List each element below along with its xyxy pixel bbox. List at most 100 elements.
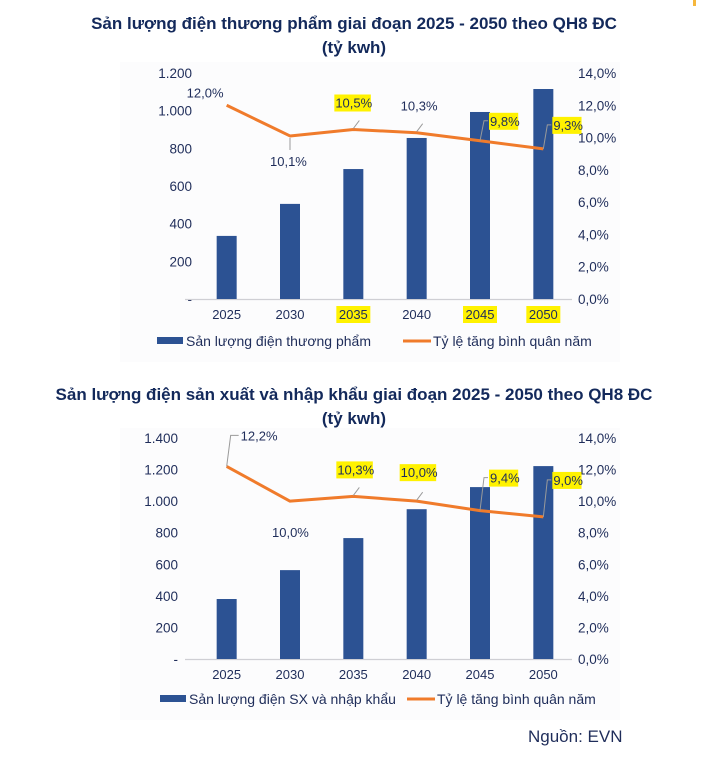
data-label: 10,3% [337, 462, 374, 477]
y-left-tick-label: 1.000 [144, 494, 178, 509]
y-left-tick-label: 600 [155, 557, 178, 572]
x-tick-label: 2045 [466, 307, 495, 322]
data-label-highlight [552, 471, 582, 489]
y-left-tick-label: 600 [169, 179, 192, 194]
y-right-tick-label: 14,0% [578, 431, 616, 446]
data-label: 12,2% [241, 428, 278, 443]
y-right-tick-label: 6,0% [578, 557, 609, 572]
y-right-tick-label: 12,0% [578, 463, 616, 478]
x-tick-label: 2025 [212, 667, 241, 682]
x-tick-highlight [336, 306, 371, 323]
data-label-highlight [334, 94, 371, 112]
data-label: 9,0% [553, 473, 583, 488]
x-tick-label: 2035 [339, 667, 368, 682]
bar-2040 [406, 509, 427, 659]
y-right-tick-label: 4,0% [578, 227, 609, 242]
label-leader-line [479, 120, 488, 141]
y-right-tick-label: 2,0% [578, 620, 609, 635]
source-note: Nguồn: EVN [528, 727, 623, 746]
corner-decoration [693, 0, 696, 6]
x-tick-highlight [463, 306, 497, 323]
legend-line-label: Tỷ lệ tăng bình quân năm [437, 691, 596, 707]
data-label-highlight [489, 469, 519, 487]
bar-2035 [343, 169, 364, 299]
y-right-tick-label: 10,0% [578, 131, 616, 146]
label-leader-line [479, 477, 488, 511]
bar-2045 [470, 111, 490, 299]
y-left-tick-label: 1.400 [144, 431, 178, 446]
chart-2-panel: - 200 400 600 800 1.000 1.200 1.400 0,0% 2,0% 4,0%… [120, 428, 620, 720]
bar-2025 [216, 235, 237, 299]
y-left-tick-label: 1.000 [158, 104, 192, 119]
x-tick-label: 2035 [339, 307, 368, 322]
label-leader-line [542, 479, 552, 517]
chart-1-panel: -2004006008001.0001.2000,0%2,0%4,0%6,0%8… [120, 62, 620, 362]
legend-bar-label: Sản lượng điện thương phẩm [186, 333, 371, 349]
data-label: 10,5% [335, 96, 372, 111]
x-tick-label: 2040 [402, 667, 431, 682]
data-label: 10,0% [272, 525, 309, 540]
y-right-tick-label: 12,0% [578, 98, 616, 113]
legend-bar-label: Sản lượng điện SX và nhập khẩu [189, 691, 396, 707]
bar-2050 [533, 89, 554, 299]
y-left-tick-label: 400 [169, 217, 192, 232]
label-leader-line [226, 434, 239, 467]
legend-line-label: Tỷ lệ tăng bình quân năm [433, 333, 592, 349]
chart-2-subtitle: (tỷ kwh) [321, 409, 387, 428]
data-label-highlight [552, 116, 582, 134]
label-leader-line [352, 120, 360, 129]
bar-2040 [406, 137, 427, 299]
x-tick-label: 2030 [276, 307, 305, 322]
bar-2025 [216, 599, 237, 659]
y-right-tick-label: 0,0% [578, 652, 609, 667]
chart-1-plot: -2004006008001.0001.2000,0%2,0%4,0%6,0%8… [157, 66, 616, 349]
y-right-tick-label: 8,0% [578, 163, 609, 178]
y-left-tick-label: 400 [155, 589, 178, 604]
data-label-highlight [489, 112, 519, 130]
y-left-tick-label: 1.200 [144, 463, 178, 478]
data-label-highlight [399, 464, 437, 482]
y-right-tick-label: 6,0% [578, 195, 609, 210]
chart-2-title-block: Sản lượng điện sản xuất và nhập khẩu gia… [0, 383, 708, 431]
x-tick-label: 2040 [402, 307, 431, 322]
bar-2035 [343, 538, 364, 659]
bar-2045 [470, 487, 490, 659]
data-label: 12,0% [187, 85, 224, 100]
x-tick-label: 2030 [276, 667, 305, 682]
growth-rate-line [225, 465, 544, 519]
data-label: 10,0% [401, 465, 438, 480]
data-label-highlight [336, 461, 373, 479]
y-right-tick-label: 14,0% [578, 66, 616, 81]
chart-2-plot: - 200 400 600 800 1.000 1.200 1.400 0,0% 2,0% 4,0%… [144, 428, 616, 707]
label-leader-line [416, 123, 424, 133]
x-tick-label: 2050 [529, 667, 558, 682]
bar-2050 [533, 466, 554, 659]
data-label: 10,1% [270, 154, 307, 169]
y-right-tick-label: 2,0% [578, 260, 609, 275]
chart-2-title: Sản lượng điện sản xuất và nhập khẩu gia… [55, 385, 653, 404]
y-left-tick-label: 200 [169, 254, 192, 269]
label-leader-line [416, 491, 424, 501]
x-tick-label: 2045 [466, 667, 495, 682]
x-tick-highlight [526, 306, 561, 323]
bar-2030 [280, 570, 300, 659]
y-right-tick-label: 4,0% [578, 589, 609, 604]
y-left-tick-label: 800 [169, 141, 192, 156]
data-label: 10,3% [401, 99, 438, 114]
y-right-tick-label: 10,0% [578, 494, 616, 509]
y-left-tick-label: 800 [155, 526, 178, 541]
growth-rate-line [226, 103, 544, 151]
chart-1-title: Sản lượng điện thương phẩm giai đoạn 202… [91, 14, 617, 33]
chart-1-subtitle: (tỷ kwh) [321, 38, 387, 57]
y-left-tick-label: - [174, 652, 179, 667]
label-leader-line [352, 487, 360, 496]
y-right-tick-label: 8,0% [578, 526, 609, 541]
y-left-tick-label: 1.200 [158, 66, 192, 81]
y-right-tick-label: 0,0% [578, 292, 609, 307]
legend-bar-swatch [160, 695, 186, 702]
x-tick-label: 2050 [529, 307, 558, 322]
x-tick-label: 2025 [212, 307, 241, 322]
chart-1-title-block: Sản lượng điện thương phẩm giai đoạn 202… [0, 12, 708, 60]
bar-2030 [280, 203, 300, 299]
data-label: 9,4% [490, 471, 520, 486]
